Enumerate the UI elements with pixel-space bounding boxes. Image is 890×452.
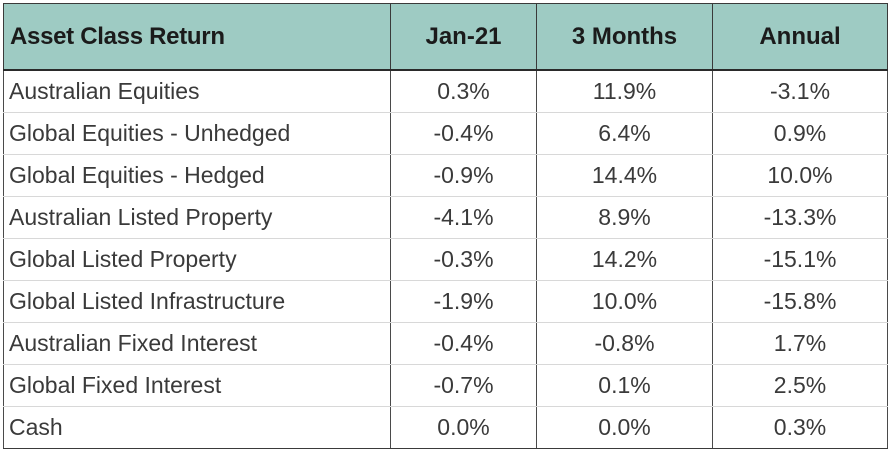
jan-21-cell: -0.3% xyxy=(390,238,537,281)
asset-class-cell: Global Listed Property xyxy=(3,238,391,281)
3-months-cell: 10.0% xyxy=(536,280,713,323)
jan-21-cell: -0.7% xyxy=(390,364,537,407)
asset-class-cell: Australian Listed Property xyxy=(3,196,391,239)
asset-class-cell: Global Listed Infrastructure xyxy=(3,280,391,323)
asset-class-cell: Global Fixed Interest xyxy=(3,364,391,407)
annual-cell: 0.9% xyxy=(712,112,888,155)
jan-21-cell: -0.4% xyxy=(390,112,537,155)
annual-cell: 1.7% xyxy=(712,322,888,365)
header-annual: Annual xyxy=(712,3,888,71)
3-months-cell: 14.2% xyxy=(536,238,713,281)
table-row: Cash 0.0% 0.0% 0.3% xyxy=(3,406,888,449)
jan-21-cell: -0.9% xyxy=(390,154,537,197)
annual-cell: 2.5% xyxy=(712,364,888,407)
3-months-cell: 8.9% xyxy=(536,196,713,239)
annual-cell: -13.3% xyxy=(712,196,888,239)
jan-21-cell: -4.1% xyxy=(390,196,537,239)
annual-cell: 0.3% xyxy=(712,406,888,449)
3-months-cell: 11.9% xyxy=(536,69,713,113)
asset-class-cell: Global Equities - Hedged xyxy=(3,154,391,197)
annual-cell: -15.1% xyxy=(712,238,888,281)
3-months-cell: 0.1% xyxy=(536,364,713,407)
asset-class-cell: Australian Equities xyxy=(3,69,391,113)
3-months-cell: -0.8% xyxy=(536,322,713,365)
table-row: Global Listed Property -0.3% 14.2% -15.1… xyxy=(3,238,888,281)
asset-class-return-table: Asset Class Return Jan-21 3 Months Annua… xyxy=(3,3,888,449)
3-months-cell: 14.4% xyxy=(536,154,713,197)
asset-class-cell: Cash xyxy=(3,406,391,449)
jan-21-cell: 0.0% xyxy=(390,406,537,449)
jan-21-cell: -1.9% xyxy=(390,280,537,323)
3-months-cell: 6.4% xyxy=(536,112,713,155)
table-row: Australian Fixed Interest -0.4% -0.8% 1.… xyxy=(3,322,888,365)
annual-cell: 10.0% xyxy=(712,154,888,197)
header-3-months: 3 Months xyxy=(536,3,713,71)
table-row: Australian Listed Property -4.1% 8.9% -1… xyxy=(3,196,888,239)
annual-cell: -3.1% xyxy=(712,69,888,113)
jan-21-cell: -0.4% xyxy=(390,322,537,365)
3-months-cell: 0.0% xyxy=(536,406,713,449)
header-row: Asset Class Return Jan-21 3 Months Annua… xyxy=(3,3,888,71)
table-row: Global Equities - Unhedged -0.4% 6.4% 0.… xyxy=(3,112,888,155)
table-row: Global Equities - Hedged -0.9% 14.4% 10.… xyxy=(3,154,888,197)
header-jan-21: Jan-21 xyxy=(390,3,537,71)
table-row: Global Listed Infrastructure -1.9% 10.0%… xyxy=(3,280,888,323)
header-asset-class: Asset Class Return xyxy=(3,3,391,71)
annual-cell: -15.8% xyxy=(712,280,888,323)
table-row: Global Fixed Interest -0.7% 0.1% 2.5% xyxy=(3,364,888,407)
asset-class-cell: Global Equities - Unhedged xyxy=(3,112,391,155)
asset-class-cell: Australian Fixed Interest xyxy=(3,322,391,365)
jan-21-cell: 0.3% xyxy=(390,69,537,113)
table-row: Australian Equities 0.3% 11.9% -3.1% xyxy=(3,69,888,113)
